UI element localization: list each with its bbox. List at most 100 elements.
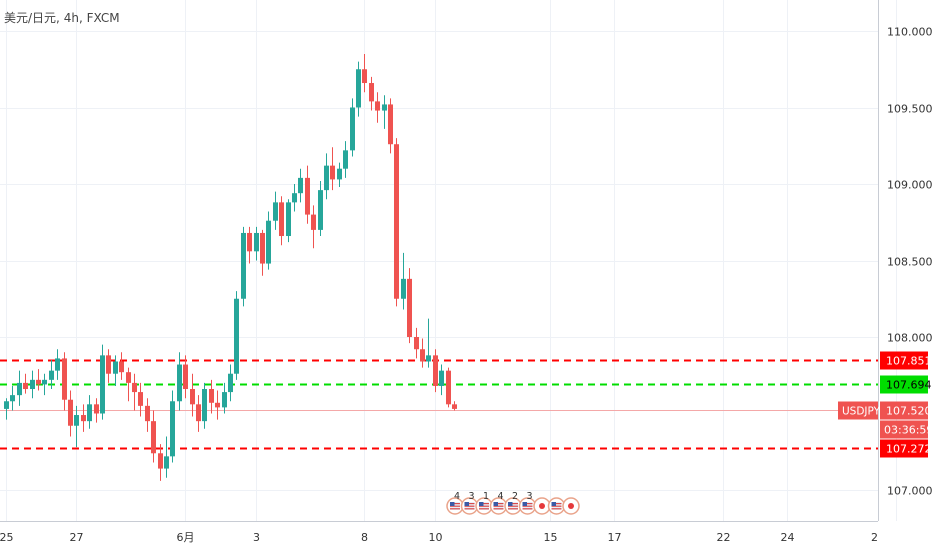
event-marker[interactable]: 1: [475, 491, 493, 515]
candle[interactable]: [100, 344, 105, 420]
candle[interactable]: [222, 382, 227, 414]
candle[interactable]: [106, 349, 111, 383]
candle[interactable]: [433, 349, 438, 393]
candle[interactable]: [401, 252, 406, 310]
candle[interactable]: [439, 364, 444, 396]
candle[interactable]: [407, 268, 412, 344]
candle-body: [151, 421, 156, 454]
event-marker[interactable]: 3: [518, 491, 537, 515]
candle[interactable]: [164, 436, 169, 478]
candle[interactable]: [446, 367, 451, 408]
candle[interactable]: [330, 147, 335, 191]
candle[interactable]: [414, 327, 419, 359]
candle[interactable]: [113, 355, 118, 386]
candle-body: [369, 83, 374, 102]
candle[interactable]: [23, 373, 28, 394]
candle-body: [190, 389, 195, 405]
candle[interactable]: [132, 373, 137, 411]
candle[interactable]: [337, 162, 342, 188]
candle[interactable]: [183, 355, 188, 399]
candle-body: [420, 349, 425, 362]
candle[interactable]: [10, 385, 15, 411]
flag-stripe: [479, 508, 489, 510]
flag-stripe: [522, 503, 533, 505]
candle-body: [119, 361, 124, 373]
candle[interactable]: [177, 352, 182, 411]
event-marker[interactable]: [533, 497, 551, 515]
candle[interactable]: [36, 369, 41, 391]
candle[interactable]: [420, 338, 425, 368]
candle[interactable]: [305, 165, 310, 224]
candle[interactable]: [228, 364, 233, 402]
flag-stripe: [464, 503, 475, 505]
candle[interactable]: [234, 291, 239, 380]
time-axis[interactable]: 25 27 6月 3 8 10 15 17 22 24 2: [0, 531, 878, 544]
candle[interactable]: [388, 98, 393, 154]
candle[interactable]: [74, 405, 79, 448]
candle-body: [145, 405, 150, 422]
candle[interactable]: [356, 61, 361, 117]
candle[interactable]: [260, 229, 265, 276]
bar-countdown: 03:36:59: [880, 420, 932, 439]
flag-canton: [464, 502, 469, 506]
candle[interactable]: [324, 153, 329, 200]
candle[interactable]: [311, 205, 316, 249]
candle[interactable]: [119, 352, 124, 380]
candle[interactable]: [241, 226, 246, 307]
candle[interactable]: [286, 199, 291, 243]
candle[interactable]: [17, 370, 22, 406]
event-marker[interactable]: [547, 497, 566, 515]
candle[interactable]: [49, 359, 54, 390]
candle[interactable]: [87, 395, 92, 429]
candle[interactable]: [273, 191, 278, 230]
candle[interactable]: [158, 444, 163, 481]
price-axis[interactable]: 110.000 109.500 109.000 108.500 108.000 107.0…: [887, 26, 932, 498]
candle[interactable]: [247, 226, 252, 264]
candle[interactable]: [170, 390, 175, 463]
candle[interactable]: [215, 390, 220, 420]
event-marker[interactable]: 4: [489, 491, 508, 515]
candle[interactable]: [190, 373, 195, 417]
candle[interactable]: [138, 382, 143, 417]
candle[interactable]: [292, 184, 297, 212]
candle[interactable]: [62, 352, 67, 411]
candle[interactable]: [452, 401, 457, 411]
candle[interactable]: [362, 53, 367, 93]
candle[interactable]: [126, 367, 131, 402]
candle[interactable]: [369, 76, 374, 111]
candle[interactable]: [145, 398, 150, 432]
candle[interactable]: [196, 395, 201, 432]
candle[interactable]: [266, 211, 271, 270]
candle[interactable]: [68, 390, 73, 437]
us-flag-icon: [551, 502, 562, 510]
candle[interactable]: [151, 410, 156, 463]
candle[interactable]: [426, 318, 431, 368]
candle[interactable]: [394, 138, 399, 307]
event-marker[interactable]: 4: [446, 491, 464, 515]
flag-stripe: [551, 505, 562, 507]
candle[interactable]: [298, 168, 303, 203]
candle[interactable]: [254, 226, 259, 261]
us-flag-icon: [493, 502, 504, 510]
event-marker[interactable]: [562, 497, 580, 515]
candle[interactable]: [375, 92, 380, 123]
candle[interactable]: [209, 379, 214, 414]
event-marker[interactable]: 3: [460, 491, 479, 515]
candle[interactable]: [350, 98, 355, 157]
candle[interactable]: [42, 373, 47, 396]
candle[interactable]: [382, 95, 387, 129]
candle[interactable]: [343, 141, 348, 178]
candle-body: [106, 355, 111, 374]
candle[interactable]: [279, 196, 284, 246]
candle[interactable]: [94, 398, 99, 423]
event-marker[interactable]: 2: [504, 491, 522, 515]
candle[interactable]: [55, 349, 60, 380]
candle[interactable]: [4, 398, 9, 420]
level-label-text: 107.851: [886, 355, 932, 368]
candle[interactable]: [318, 180, 323, 237]
candle[interactable]: [30, 370, 35, 399]
candle[interactable]: [202, 382, 207, 429]
candle[interactable]: [81, 404, 86, 432]
